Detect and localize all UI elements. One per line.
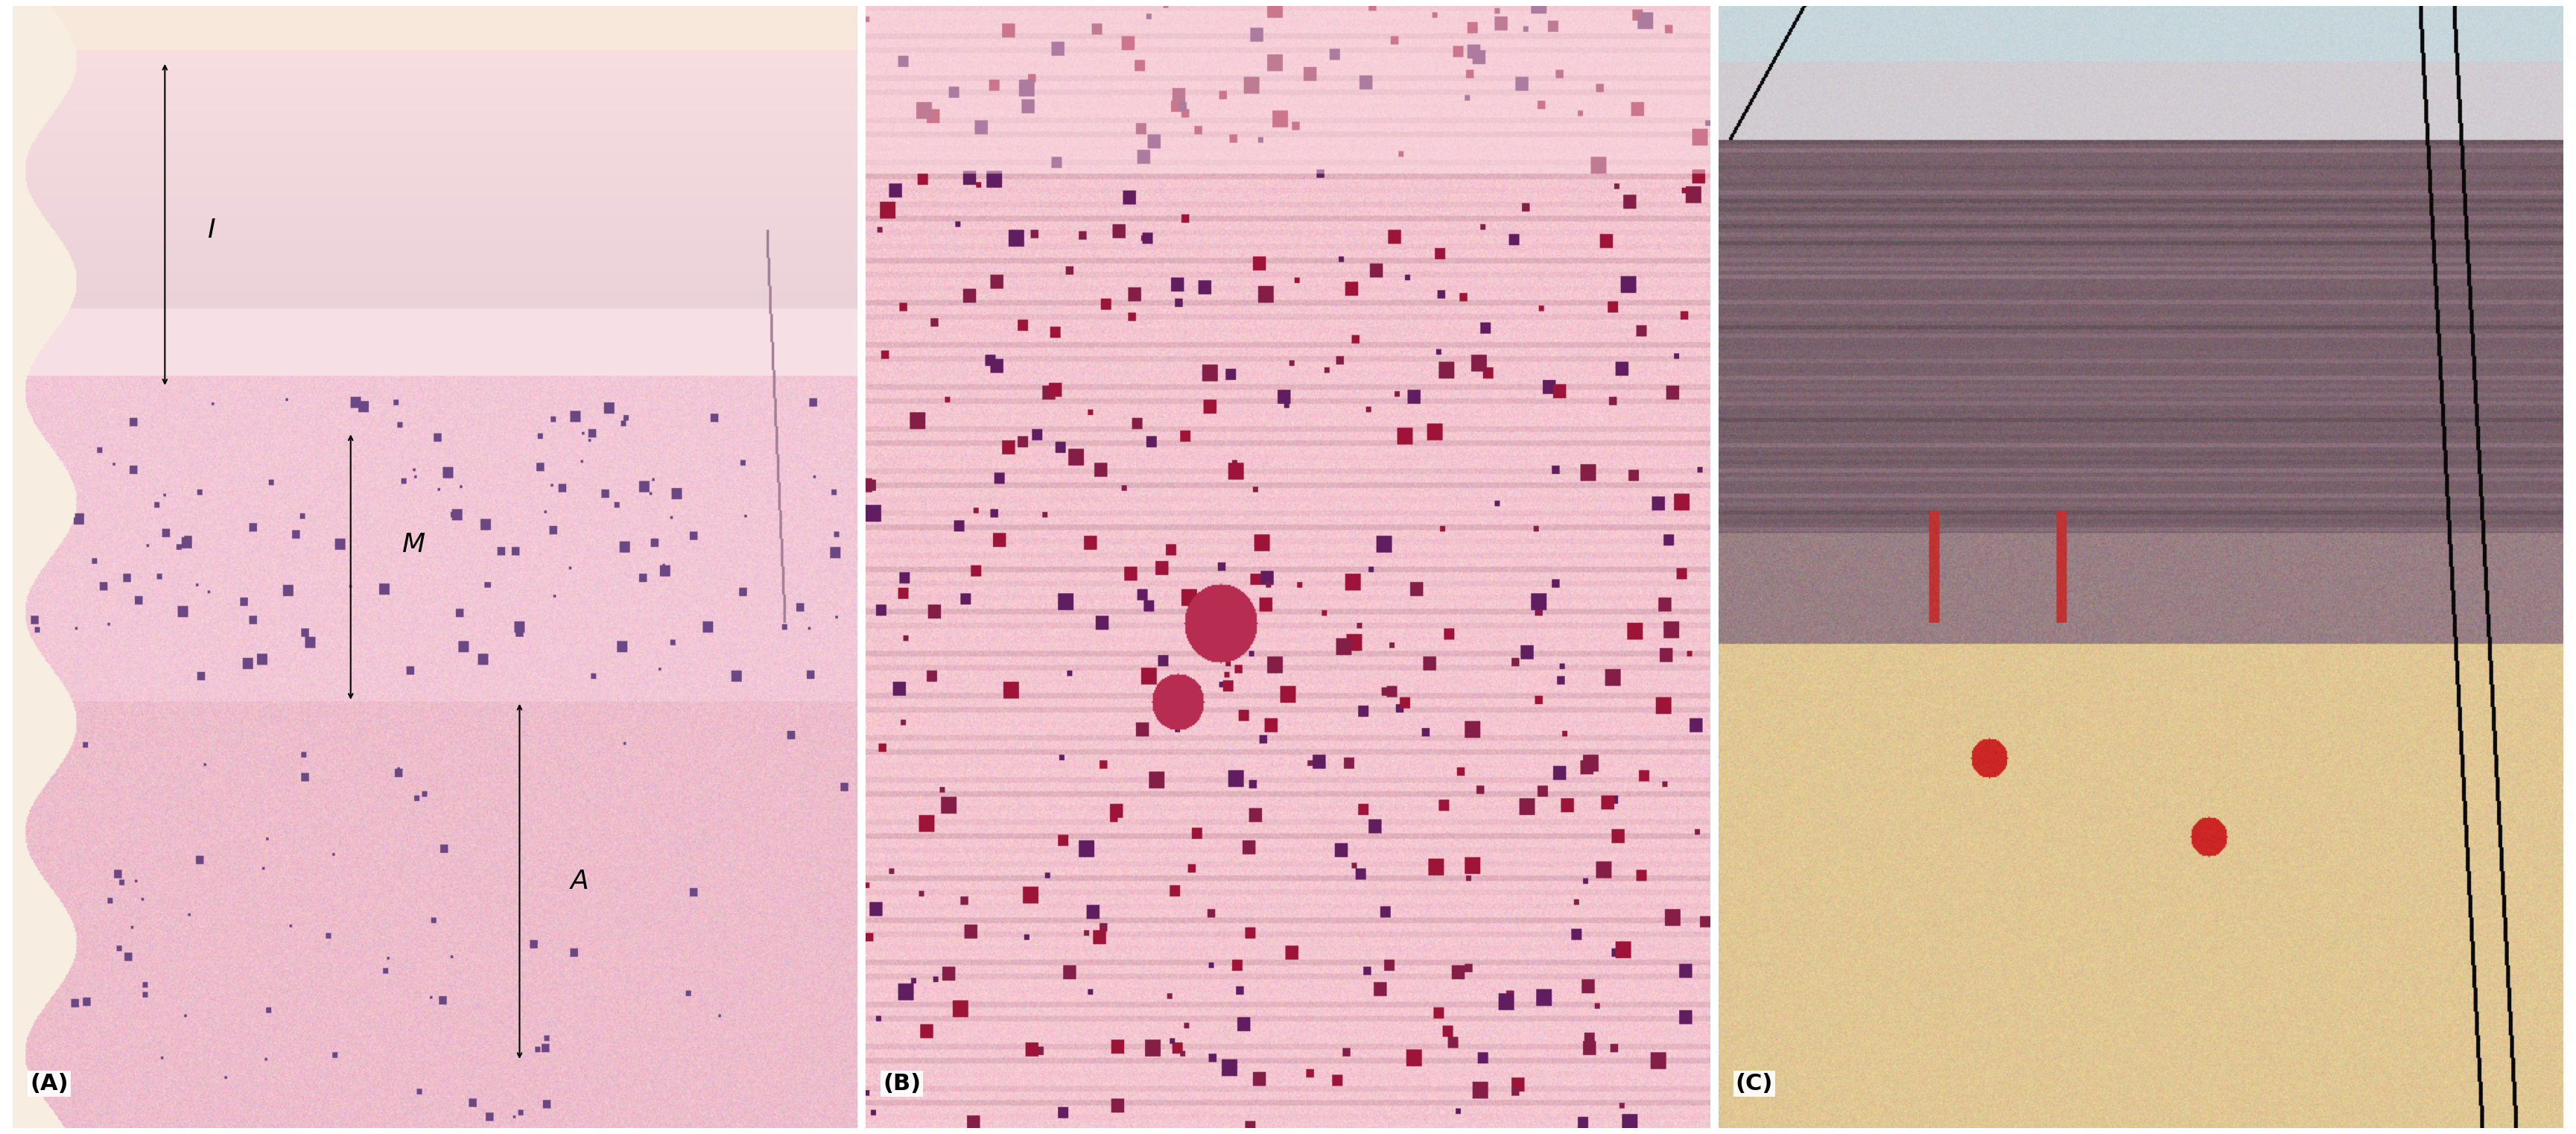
Text: (A): (A) <box>31 1073 67 1094</box>
Text: M: M <box>402 532 425 557</box>
Text: (B): (B) <box>884 1073 920 1094</box>
Text: (C): (C) <box>1736 1073 1772 1094</box>
Text: I: I <box>206 218 214 243</box>
Text: A: A <box>569 869 590 894</box>
